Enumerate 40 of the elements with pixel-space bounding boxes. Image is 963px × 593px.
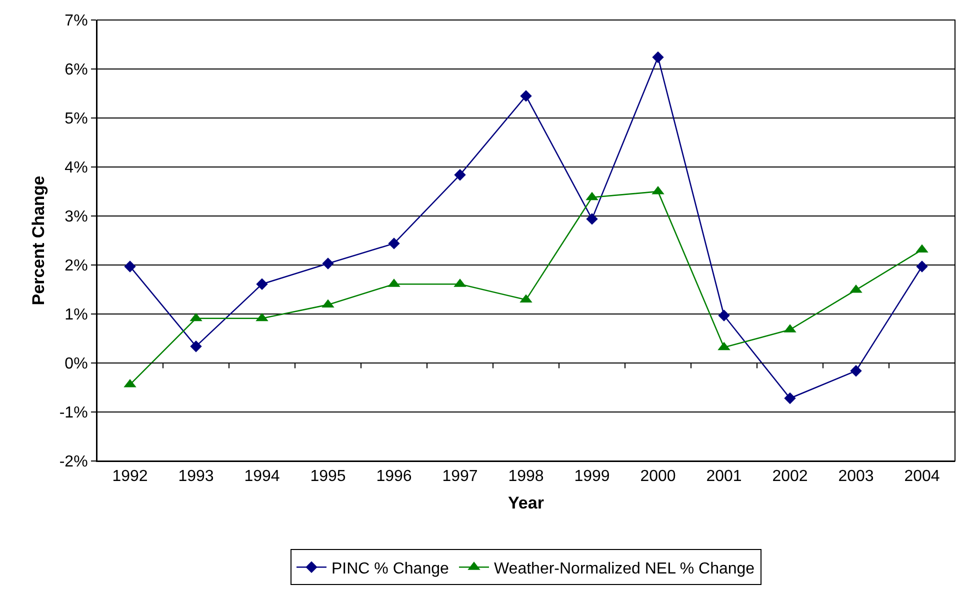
y-tick-label: 1%	[64, 306, 88, 324]
x-tick-label: 1993	[178, 468, 214, 486]
x-tick-label: 1999	[574, 468, 610, 486]
x-tick-label: 2002	[772, 468, 808, 486]
x-tick-label: 1994	[244, 468, 280, 486]
legend-label: Weather-Normalized NEL % Change	[494, 560, 755, 578]
point	[916, 260, 928, 272]
point	[256, 278, 268, 290]
x-tick-label: 1995	[310, 468, 346, 486]
y-tick-label: 4%	[64, 160, 88, 177]
point	[520, 90, 532, 102]
y-tick-label: -1%	[59, 404, 88, 422]
x-tick-label: 1997	[442, 468, 478, 486]
x-tick-label: 2000	[640, 468, 676, 486]
x-tick-label: 1992	[112, 468, 148, 486]
point	[388, 238, 400, 250]
x-axis-title: Year	[508, 494, 544, 513]
legend-label: PINC % Change	[332, 560, 449, 578]
point	[784, 392, 796, 404]
y-tick-label: -2%	[59, 454, 88, 471]
y-tick-label: 3%	[64, 208, 88, 226]
y-tick-label: 7%	[64, 12, 88, 30]
point	[322, 258, 334, 270]
x-tick-label: 2004	[904, 468, 940, 486]
y-tick-label: 2%	[64, 258, 88, 275]
point	[718, 310, 730, 322]
point	[454, 168, 466, 181]
y-tick-label: 0%	[64, 356, 88, 373]
point	[850, 364, 862, 377]
x-tick-label: 2003	[838, 468, 874, 486]
y-tick-label: 6%	[64, 62, 88, 79]
point	[586, 213, 598, 225]
y-tick-label: 5%	[64, 110, 88, 128]
point	[124, 260, 136, 272]
y-axis-title: Percent Change	[28, 176, 48, 306]
x-tick-label: 1996	[376, 468, 412, 486]
point	[190, 340, 202, 352]
x-tick-label: 1998	[508, 468, 544, 486]
x-tick-label: 2001	[706, 468, 742, 486]
point	[652, 51, 664, 64]
